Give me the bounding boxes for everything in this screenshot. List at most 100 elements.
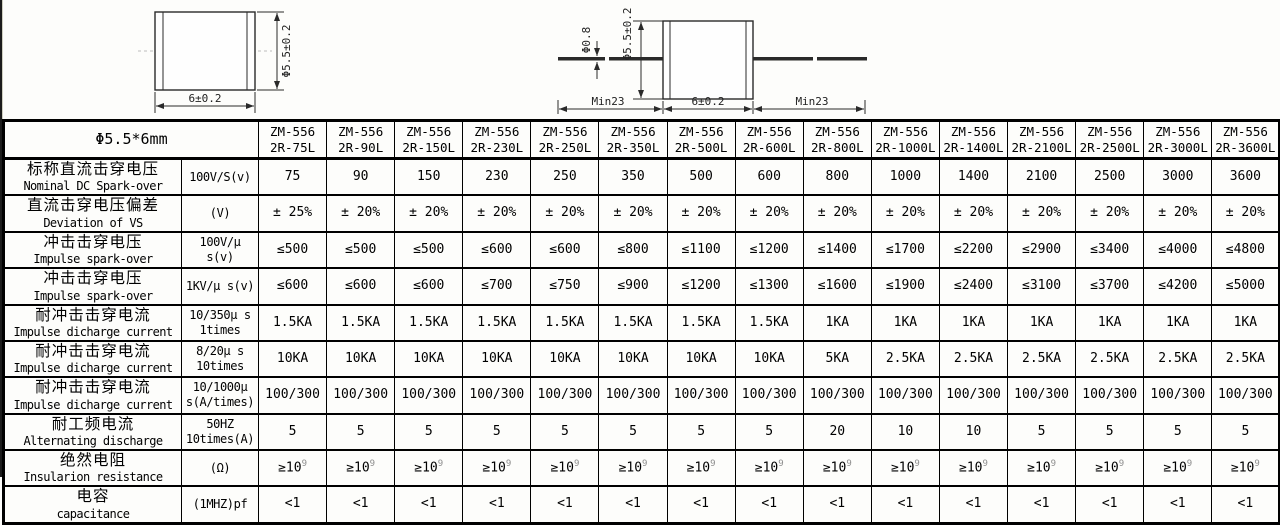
value-cell: ≤1400: [802, 230, 872, 270]
model-header-cell: ZM-556 2R-90L: [326, 119, 396, 160]
component-body-outline: [662, 20, 754, 100]
value-cell: ≥109: [870, 448, 940, 488]
value-cell: 350: [598, 157, 668, 197]
parameter-label-cell: 耐冲击击穿电流 Impulse dicharge current: [3, 303, 182, 342]
value-cell: 90: [326, 157, 396, 197]
value-cell: 1.5KA: [666, 303, 736, 342]
value-cell: 10KA: [394, 339, 464, 379]
value-cell: 2.5KA: [870, 339, 940, 379]
table-row: 冲击击穿电压 Impulse spark-over 100V/μ s(v) ≤500 ≤5…: [3, 230, 1280, 270]
value-cell: ± 20%: [462, 194, 532, 233]
value-cell: 1KA: [802, 303, 872, 342]
model-header-cell: ZM-556 2R-500L: [666, 119, 736, 160]
parameter-label-cell: 冲击击穿电压 Impulse spark-over: [3, 267, 182, 306]
value-cell: ≤1100: [666, 230, 736, 270]
value-cell: ≤500: [257, 230, 328, 270]
value-cell: 10KA: [326, 339, 396, 379]
value-cell: ≤4800: [1211, 230, 1280, 270]
superscript: 9: [710, 459, 716, 470]
model-header-cell: ZM-556 2R-250L: [530, 119, 600, 160]
parameter-label-cell: 电容 capacitance: [3, 485, 182, 525]
superscript: 9: [982, 459, 988, 470]
value-cell: ≤600: [257, 267, 328, 306]
value-cell: ≥109: [598, 448, 668, 488]
value-cell: ± 20%: [666, 194, 736, 233]
value-cell: ≤4000: [1143, 230, 1213, 270]
value-cell: ≥109: [734, 448, 804, 488]
model-header-cell: ZM-556 2R-75L: [257, 119, 328, 160]
parameter-label-cell: 绝然电阻 Insularion resistance: [3, 448, 182, 488]
value-cell: ≤500: [326, 230, 396, 270]
value-cell: ≥109: [530, 448, 600, 488]
value-cell: 10KA: [598, 339, 668, 379]
value-cell: 1KA: [870, 303, 940, 342]
value-cell: 1.5KA: [257, 303, 328, 342]
table-row: 直流击穿电压偏差 Deviation of VS (V) ± 25% ± 20% ± 20…: [3, 194, 1280, 233]
value-cell: ≤600: [326, 267, 396, 306]
value-cell: <1: [802, 485, 872, 525]
value-cell: ≥109: [1007, 448, 1077, 488]
value-cell: 5: [734, 412, 804, 452]
body-width-label: 6±0.2: [691, 95, 724, 108]
value-cell: 1.5KA: [734, 303, 804, 342]
value-cell: 2.5KA: [1143, 339, 1213, 379]
value-cell: 800: [802, 157, 872, 197]
value-cell: 10KA: [257, 339, 328, 379]
value-cell: <1: [257, 485, 328, 525]
value-cell: <1: [598, 485, 668, 525]
value-cell: ≤2200: [938, 230, 1009, 270]
value-cell: <1: [1211, 485, 1280, 525]
superscript: 9: [1254, 459, 1260, 470]
value-cell: 1KA: [1075, 303, 1145, 342]
superscript: 9: [642, 459, 648, 470]
model-header-cell: ZM-556 2R-230L: [462, 119, 532, 160]
value-cell: 1.5KA: [326, 303, 396, 342]
superscript: 9: [1186, 459, 1193, 470]
value-cell: 5: [530, 412, 600, 452]
value-cell: ≤5000: [1211, 267, 1280, 306]
right-lead-length-label: Min23: [795, 95, 828, 108]
value-cell: 5: [462, 412, 532, 452]
value-cell: 100/300: [1211, 376, 1280, 415]
table-row: 耐冲击击穿电流 Impulse dicharge current 8/20μ s 10…: [3, 339, 1280, 379]
value-cell: ≤1300: [734, 267, 804, 306]
value-cell: <1: [938, 485, 1009, 525]
model-header-cell: ZM-556 2R-3600L: [1211, 119, 1280, 160]
value-cell: 100/300: [734, 376, 804, 415]
superscript: 9: [778, 459, 784, 470]
parameter-label-cell: 直流击穿电压偏差 Deviation of VS: [3, 194, 182, 233]
value-cell: ≤3700: [1075, 267, 1145, 306]
model-header-cell: ZM-556 2R-600L: [734, 119, 804, 160]
value-cell: 100/300: [257, 376, 328, 415]
superscript: 9: [573, 459, 580, 470]
value-cell: 5: [1075, 412, 1145, 452]
value-cell: 10KA: [530, 339, 600, 379]
table-row: 标称直流击穿电压 Nominal DC Spark-over 100V/S(v) 75…: [3, 157, 1280, 197]
value-cell: 5: [257, 412, 328, 452]
component-body-outline: [154, 11, 256, 91]
value-cell: 5: [666, 412, 736, 452]
leaded-component-dimension-diagram: Φ0.8 Φ5.5±0.2 Min23 6±0.2 Min23: [557, 8, 867, 114]
superscript: 9: [505, 459, 512, 470]
model-header-cell: ZM-556 2R-350L: [598, 119, 668, 160]
unit-cell: 100V/μ s(v): [181, 230, 259, 270]
value-cell: 100/300: [802, 376, 872, 415]
value-cell: ± 20%: [394, 194, 464, 233]
value-cell: 5: [1143, 412, 1213, 452]
value-cell: ≥109: [802, 448, 872, 488]
value-cell: 1KA: [1143, 303, 1213, 342]
value-cell: 100/300: [938, 376, 1009, 415]
value-cell: 2500: [1075, 157, 1145, 197]
value-cell: ± 20%: [1211, 194, 1280, 233]
value-cell: 20: [802, 412, 872, 452]
value-cell: 1KA: [1211, 303, 1280, 342]
value-cell: <1: [666, 485, 736, 525]
value-cell: ≤750: [530, 267, 600, 306]
lead-diameter-label: Φ0.8: [580, 27, 593, 54]
value-cell: 2.5KA: [1007, 339, 1077, 379]
table-row: 耐冲击击穿电流 Impulse dicharge current 10/350μ s…: [3, 303, 1280, 342]
superscript: 9: [846, 459, 852, 470]
value-cell: 100/300: [530, 376, 600, 415]
value-cell: ≤600: [530, 230, 600, 270]
